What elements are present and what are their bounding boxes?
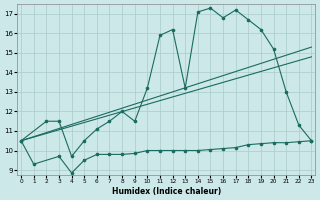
X-axis label: Humidex (Indice chaleur): Humidex (Indice chaleur) xyxy=(112,187,221,196)
